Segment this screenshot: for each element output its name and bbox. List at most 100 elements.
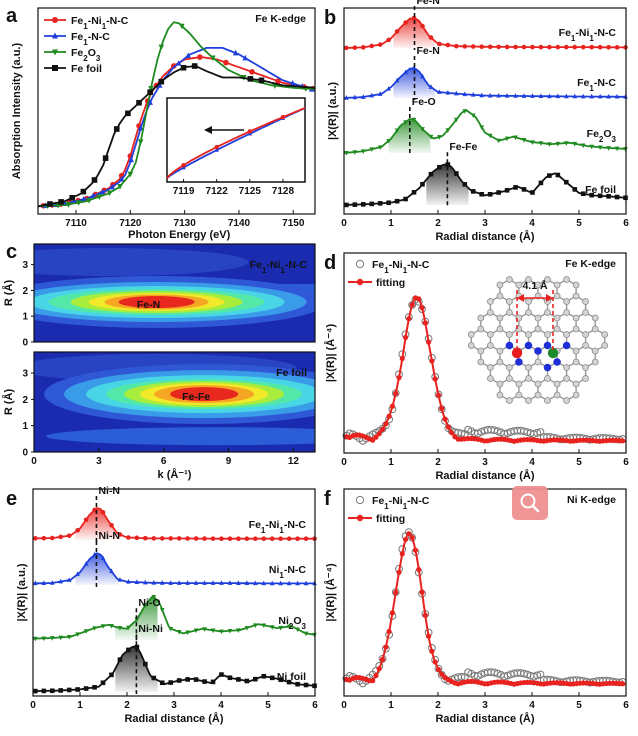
- data-point: [147, 89, 153, 96]
- data-point: [411, 117, 417, 123]
- carbon-atom: [496, 391, 504, 399]
- data-point: [394, 128, 400, 134]
- data-point: [185, 580, 190, 585]
- data-point: [75, 632, 80, 638]
- label-part: 1: [384, 266, 389, 275]
- data-point: [227, 580, 233, 585]
- carbon-atom: [505, 276, 513, 283]
- data-point: [269, 675, 275, 681]
- carbon-atom: [563, 298, 570, 305]
- data-point: [360, 45, 366, 50]
- y-axis-title: R (Å): [2, 389, 15, 416]
- data-point: [580, 191, 586, 197]
- x-tick-label: 2: [435, 218, 441, 229]
- data-point: [244, 580, 250, 586]
- nitrogen-atom: [543, 341, 552, 350]
- data-point: [470, 113, 476, 119]
- series-Fe foil: Fe-Fe Fe foil: [343, 141, 628, 208]
- data-point: [504, 44, 510, 50]
- carbon-atom: [553, 281, 561, 289]
- fe-atom: [511, 347, 523, 359]
- label-part: -N-C: [106, 15, 129, 27]
- data-point: [214, 147, 219, 152]
- heatmap-band: [46, 427, 315, 446]
- panel-label-d: d: [324, 252, 336, 274]
- peak-label: Ni-Ni: [138, 623, 163, 635]
- data-point: [513, 185, 518, 190]
- data-point: [118, 175, 125, 182]
- data-point: [278, 536, 283, 542]
- legend-label: fitting: [376, 277, 405, 289]
- label-part: 3: [96, 54, 101, 63]
- x-tick-label: 0: [341, 457, 347, 468]
- data-point: [597, 44, 603, 50]
- data-point: [232, 49, 239, 56]
- label-part: 1: [571, 34, 576, 43]
- carbon-atom: [572, 391, 580, 399]
- data-point: [134, 535, 140, 541]
- data-point: [420, 181, 425, 187]
- x-tick-label: 4: [529, 700, 535, 711]
- heatmap-layers: [34, 352, 315, 452]
- data-point: [109, 183, 115, 190]
- carbon-atom: [496, 358, 504, 366]
- fit-point: [429, 358, 435, 364]
- data-point: [227, 628, 233, 634]
- carbon-atom: [525, 298, 532, 305]
- fit-point: [435, 392, 442, 398]
- data-point: [143, 661, 148, 667]
- carbon-atom: [572, 314, 580, 322]
- data-point: [344, 45, 349, 51]
- x-tick-label: 6: [623, 700, 629, 711]
- data-point: [92, 626, 97, 631]
- data-point: [479, 125, 485, 130]
- data-point: [606, 146, 611, 151]
- data-point: [352, 45, 358, 50]
- data-point: [303, 682, 309, 688]
- data-point: [159, 580, 165, 585]
- data-point: [493, 427, 502, 436]
- data-point: [168, 626, 174, 632]
- label-part: Fe: [71, 15, 83, 27]
- data-point: [261, 580, 267, 586]
- data-point: [589, 93, 594, 99]
- carbon-atom: [486, 364, 494, 371]
- data-point: [210, 580, 216, 585]
- data-point: [295, 627, 300, 633]
- data-point: [227, 536, 233, 542]
- fit-point: [439, 405, 445, 412]
- label-part: 1: [279, 526, 284, 535]
- inset-tick-label: 7122: [206, 186, 229, 197]
- peak-label: Ni-O: [138, 597, 160, 609]
- fit-point: [376, 666, 382, 672]
- data-point: [572, 141, 578, 147]
- x-axis-title: Radial distance (Å): [435, 230, 534, 243]
- data-point: [521, 44, 527, 50]
- data-point: [83, 561, 89, 566]
- feature-label: Fe-Fe: [182, 391, 210, 403]
- data-point: [117, 577, 123, 582]
- data-point: [242, 54, 249, 61]
- x-tick-label: 3: [482, 700, 488, 711]
- data-point: [394, 77, 400, 83]
- data-point: [247, 129, 252, 134]
- data-point: [286, 679, 292, 685]
- data-point: [41, 580, 47, 586]
- data-point: [487, 192, 493, 197]
- carbon-atom: [477, 358, 485, 366]
- data-point: [210, 679, 216, 685]
- data-point: [261, 536, 267, 542]
- data-point: [33, 688, 38, 694]
- search-icon-handle: [531, 504, 540, 513]
- legend-label: Fe1-Ni1-N-C: [372, 259, 430, 275]
- data-point: [479, 44, 485, 50]
- label-part: Fe foil: [71, 63, 102, 75]
- data-point: [253, 623, 258, 628]
- fit-point: [426, 339, 432, 345]
- label-part: 2: [289, 622, 294, 631]
- panel-a-frame: [37, 7, 316, 215]
- carbon-atom: [572, 325, 580, 333]
- fit-point: [399, 551, 405, 557]
- data-point: [386, 37, 391, 43]
